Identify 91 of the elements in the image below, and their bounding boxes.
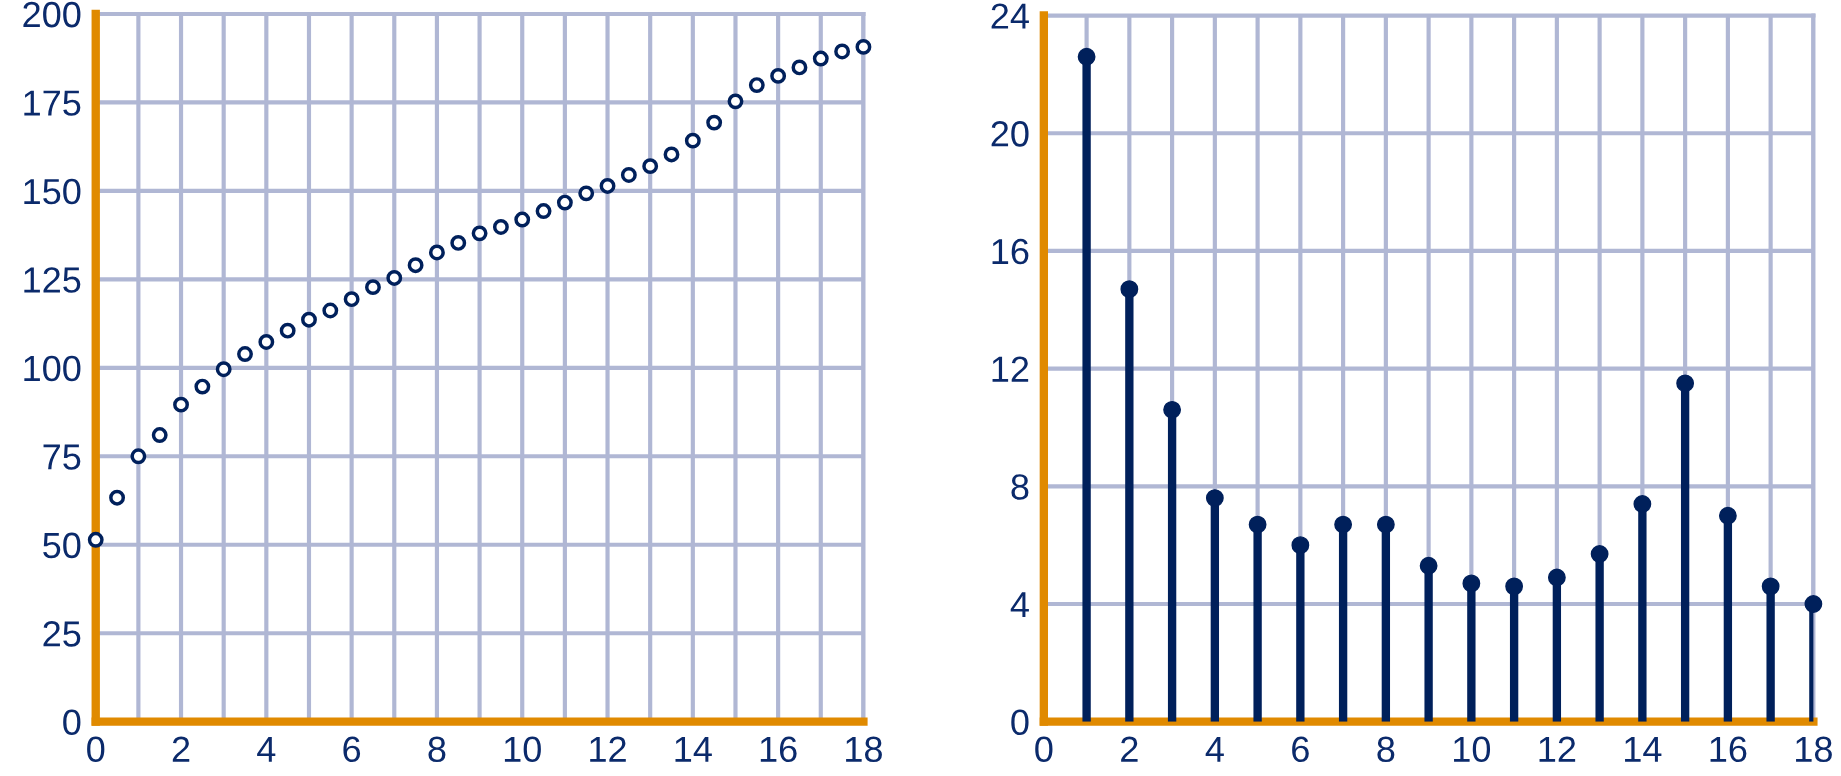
x-tick-label: 14 — [675, 736, 712, 762]
point — [301, 311, 317, 328]
x-tick-label: 18 — [846, 736, 882, 763]
point — [684, 132, 701, 149]
point — [1291, 536, 1310, 555]
y-tick-label: 12 — [992, 356, 1029, 382]
x-tick-label: 10 — [504, 736, 541, 763]
x-tick-label: 4 — [257, 736, 276, 762]
point — [1077, 47, 1096, 66]
point — [365, 279, 381, 296]
point — [834, 43, 851, 60]
point — [535, 203, 552, 220]
point — [599, 177, 616, 194]
point — [450, 234, 467, 251]
point — [812, 50, 829, 67]
x-tick-label: 0 — [1035, 736, 1053, 763]
y-tick-label: 4 — [1010, 592, 1029, 618]
y-tick-label: 24 — [991, 3, 1029, 29]
point — [706, 114, 723, 131]
x-tick-label: 8 — [428, 736, 446, 763]
point — [322, 302, 339, 319]
y-tick-label: 75 — [43, 444, 81, 470]
x-tick-label: 6 — [1292, 736, 1309, 763]
x-tick-label: 6 — [343, 736, 361, 763]
point — [1376, 515, 1395, 534]
x-tick-label: 14 — [1625, 736, 1662, 762]
y-tick-label: 50 — [43, 532, 81, 559]
point — [1804, 595, 1823, 613]
point — [514, 211, 531, 228]
point — [87, 531, 104, 548]
point — [343, 291, 360, 308]
point — [1505, 577, 1524, 596]
x-tick-label: 12 — [590, 736, 626, 762]
y-tick-label: 175 — [24, 90, 81, 116]
point — [130, 448, 147, 465]
y-tick-label: 100 — [24, 355, 81, 382]
point — [770, 67, 787, 84]
point — [1718, 506, 1737, 525]
point — [1419, 556, 1438, 575]
point — [109, 489, 126, 506]
point — [237, 346, 253, 362]
point — [748, 77, 765, 94]
y-tick-label: 0 — [63, 709, 81, 736]
point — [1334, 515, 1353, 534]
point — [663, 146, 680, 163]
point — [407, 257, 424, 274]
point — [215, 361, 232, 378]
point — [791, 59, 808, 76]
y-tick-label: 0 — [1011, 709, 1029, 736]
y-tick-label: 125 — [24, 267, 81, 293]
x-tick-label: 16 — [760, 736, 797, 763]
point — [1633, 495, 1652, 513]
point — [620, 167, 637, 183]
point — [386, 269, 403, 286]
point — [173, 396, 189, 413]
point — [1163, 400, 1182, 419]
point — [556, 194, 573, 211]
y-tick-label: 20 — [991, 121, 1029, 147]
point — [855, 38, 872, 55]
x-tick-label: 4 — [1205, 736, 1224, 762]
point — [1676, 374, 1695, 393]
y-tick-label: 16 — [992, 238, 1029, 265]
y-tick-label: 200 — [23, 1, 81, 28]
point — [1205, 489, 1224, 507]
x-tick-label: 18 — [1796, 736, 1832, 763]
y-tick-label: 25 — [43, 621, 81, 647]
y-tick-label: 8 — [1011, 474, 1029, 500]
x-tick-label: 8 — [1377, 736, 1395, 763]
point — [1120, 280, 1139, 299]
x-tick-label: 12 — [1539, 736, 1576, 762]
point — [1547, 568, 1566, 587]
point — [578, 185, 595, 202]
x-tick-label: 10 — [1454, 736, 1491, 763]
point — [258, 334, 275, 350]
point — [1248, 515, 1267, 534]
point — [428, 244, 445, 261]
point — [1761, 577, 1780, 596]
point — [727, 93, 744, 110]
point — [1462, 574, 1481, 593]
point — [194, 378, 211, 395]
point — [1590, 545, 1609, 563]
x-tick-label: 2 — [1121, 736, 1138, 762]
point — [642, 158, 659, 175]
point — [279, 322, 296, 339]
y-tick-label: 150 — [24, 178, 81, 205]
x-tick-label: 2 — [172, 736, 190, 762]
point — [151, 427, 168, 444]
x-tick-label: 16 — [1710, 736, 1747, 763]
point — [492, 219, 509, 235]
x-tick-label: 0 — [87, 736, 105, 763]
point — [471, 225, 488, 242]
